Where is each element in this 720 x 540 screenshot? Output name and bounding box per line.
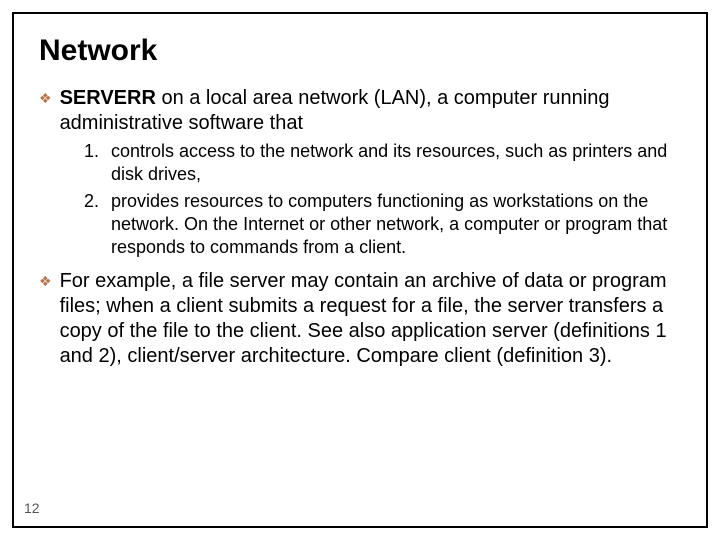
slide-title: Network — [39, 34, 681, 68]
page-number: 12 — [24, 500, 40, 516]
num-text-1: controls access to the network and its r… — [111, 140, 681, 186]
bullet-item-1: ❖ SERVERR on a local area network (LAN),… — [39, 86, 681, 136]
numbered-item-1: 1. controls access to the network and it… — [75, 140, 681, 186]
numbered-item-2: 2. provides resources to computers funct… — [75, 190, 681, 259]
diamond-bullet-icon: ❖ — [39, 273, 52, 290]
bullet-item-2: ❖ For example, a file server may contain… — [39, 269, 681, 369]
num-label-2: 2. — [75, 190, 99, 213]
num-label-1: 1. — [75, 140, 99, 163]
bullet-text-1: SERVERR on a local area network (LAN), a… — [60, 86, 681, 136]
bullet-lead-bold: SERVERR — [60, 87, 156, 109]
bullet-text-2: For example, a file server may contain a… — [60, 269, 681, 369]
slide-frame: Network ❖ SERVERR on a local area networ… — [12, 12, 708, 528]
numbered-list: 1. controls access to the network and it… — [75, 140, 681, 259]
num-text-2: provides resources to computers function… — [111, 190, 681, 259]
diamond-bullet-icon: ❖ — [39, 90, 52, 107]
